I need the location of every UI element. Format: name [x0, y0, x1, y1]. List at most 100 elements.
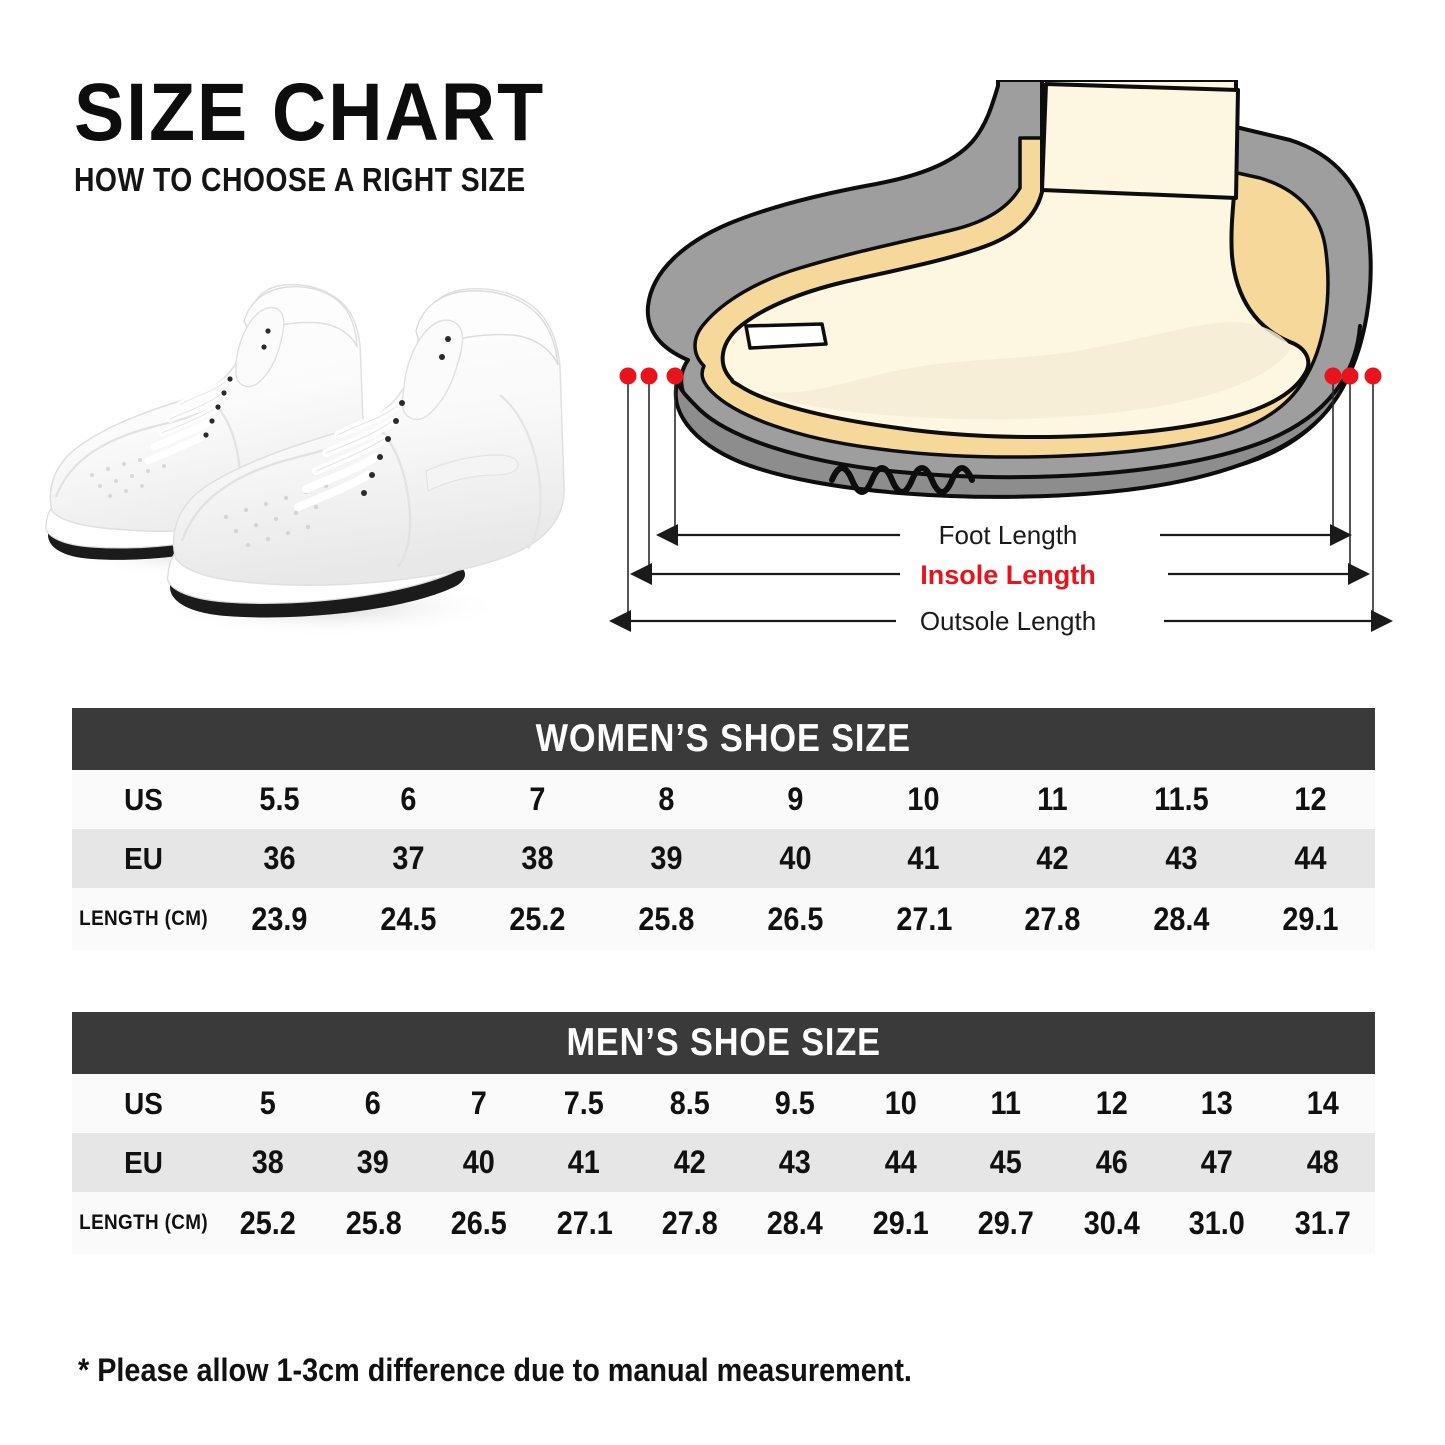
cell-eu-6: 44	[884, 1144, 917, 1180]
cell-eu-7: 43	[1165, 840, 1198, 876]
cell-eu-1: 39	[357, 1144, 390, 1180]
leg-section	[1040, 82, 1240, 200]
right-shoe-heel-seam	[499, 394, 542, 550]
right-shoe-tongue	[401, 319, 464, 421]
sole-tread-zigzag	[829, 465, 975, 495]
cell-us-0: 5.5	[259, 781, 300, 817]
table-row: US 5 6 7 7.5 8.5 9.5 10 11 12 13 14	[72, 1074, 1375, 1133]
womens-size-table: WOMEN’S SHOE SIZE US 5.5 6 7 8 9 10 11 1…	[72, 708, 1375, 950]
sneaker-right	[166, 287, 565, 618]
cell-length-2: 25.2	[509, 900, 566, 937]
table-row: US 5.5 6 7 8 9 10 11 11.5 12	[72, 770, 1375, 829]
right-shoe-side-panel	[425, 454, 519, 492]
foot-arch-shading	[760, 322, 1292, 420]
cell-us-6: 11	[1037, 781, 1069, 817]
foot-length-label: Foot Length	[939, 520, 1078, 550]
row-label-eu: EU	[124, 840, 163, 876]
shoe-outsole	[673, 324, 1362, 499]
measurement-points	[619, 367, 1382, 385]
row-label-us: US	[124, 781, 163, 817]
cell-us-3: 8	[658, 781, 675, 817]
cell-eu-8: 46	[1095, 1144, 1128, 1180]
cell-eu-3: 41	[568, 1144, 601, 1180]
cell-us-2: 7	[470, 1085, 487, 1121]
right-shoe-panel-seam	[379, 428, 412, 568]
left-shoe-collar	[243, 285, 358, 348]
row-label-eu: EU	[124, 1144, 163, 1180]
cell-length-8: 30.4	[1083, 1204, 1140, 1241]
cell-length-7: 29.7	[977, 1204, 1035, 1241]
cell-length-0: 25.2	[239, 1204, 296, 1241]
page-title: SIZE CHART	[74, 67, 546, 158]
row-label-length: LENGTH (CM)	[79, 1211, 209, 1234]
cell-us-9: 13	[1200, 1085, 1233, 1121]
page-subtitle: HOW TO CHOOSE A RIGHT SIZE	[74, 160, 526, 198]
cell-us-1: 6	[365, 1085, 382, 1121]
outsole-length-dimension: Outsole Length	[609, 606, 1393, 636]
table-row: EU 36 37 38 39 40 41 42 43 44	[72, 829, 1375, 888]
right-shoe-collar	[415, 290, 559, 366]
cell-eu-0: 36	[263, 840, 296, 876]
cell-us-5: 9.5	[774, 1085, 816, 1121]
right-shoe-lace-outline	[315, 404, 399, 472]
cell-us-3: 7.5	[564, 1085, 605, 1121]
cell-eu-4: 42	[673, 1144, 706, 1180]
cell-eu-8: 44	[1294, 840, 1327, 876]
mens-table-header: MEN’S SHOE SIZE	[72, 1012, 1375, 1074]
cell-us-5: 10	[907, 781, 940, 817]
table-row: LENGTH (CM) 25.2 25.8 26.5 27.1 27.8 28.…	[72, 1192, 1375, 1254]
insole-length-label: Insole Length	[920, 560, 1096, 590]
cell-length-5: 28.4	[767, 1204, 824, 1241]
measurement-footnote: * Please allow 1-3cm difference due to m…	[78, 1352, 912, 1388]
mens-table-title: MEN’S SHOE SIZE	[566, 1021, 881, 1064]
right-shoe-eyelets	[361, 336, 451, 496]
cell-eu-1: 37	[392, 840, 425, 876]
cell-us-7: 11.5	[1154, 781, 1209, 817]
cell-us-4: 8.5	[669, 1085, 710, 1121]
cell-length-4: 26.5	[767, 900, 824, 937]
womens-table-header: WOMEN’S SHOE SIZE	[72, 708, 1375, 770]
cell-length-1: 24.5	[380, 900, 437, 937]
left-shoe-lace-outline	[161, 380, 227, 434]
cell-length-6: 27.8	[1024, 900, 1081, 937]
cell-us-4: 9	[786, 781, 804, 817]
cell-length-3: 27.1	[556, 1204, 613, 1241]
measurement-diagram: Foot Length Insole Length Outsole Length	[600, 78, 1415, 650]
cell-us-8: 12	[1095, 1085, 1128, 1121]
cell-eu-2: 40	[462, 1144, 495, 1180]
cell-us-0: 5	[259, 1085, 276, 1121]
cell-length-6: 29.1	[872, 1204, 929, 1241]
cell-length-1: 25.8	[345, 1204, 402, 1241]
cell-eu-3: 39	[650, 840, 683, 876]
cell-eu-0: 38	[251, 1144, 284, 1180]
product-photo	[30, 235, 575, 637]
outsole-length-label: Outsole Length	[920, 606, 1096, 636]
row-label-length: LENGTH (CM)	[79, 907, 209, 930]
left-shoe-tongue	[235, 306, 285, 388]
cell-length-10: 31.7	[1294, 1204, 1351, 1241]
cell-us-6: 10	[884, 1085, 917, 1121]
cell-length-7: 28.4	[1153, 900, 1210, 937]
toenail	[744, 322, 828, 350]
insole-length-dimension: Insole Length	[630, 560, 1370, 590]
cell-eu-10: 48	[1306, 1144, 1339, 1180]
cell-eu-2: 38	[521, 840, 554, 876]
table-row: EU 38 39 40 41 42 43 44 45 46 47 48	[72, 1133, 1375, 1192]
cell-eu-6: 42	[1036, 840, 1069, 876]
cell-length-5: 27.1	[895, 900, 952, 937]
cell-us-7: 11	[990, 1085, 1022, 1121]
cell-length-3: 25.8	[638, 900, 695, 937]
measurement-guide-lines	[627, 376, 1374, 626]
cell-length-9: 31.0	[1188, 1204, 1245, 1241]
cell-us-8: 12	[1294, 781, 1327, 817]
cell-length-0: 23.9	[251, 900, 308, 937]
cell-us-2: 7	[529, 781, 546, 817]
foot-length-dimension: Foot Length	[656, 520, 1352, 550]
title-block: SIZE CHART HOW TO CHOOSE A RIGHT SIZE	[74, 67, 634, 199]
cell-length-2: 26.5	[450, 1204, 507, 1241]
cell-eu-5: 41	[907, 840, 940, 876]
table-row: LENGTH (CM) 23.9 24.5 25.2 25.8 26.5 27.…	[72, 888, 1375, 950]
cell-length-4: 27.8	[661, 1204, 718, 1241]
row-label-us: US	[124, 1085, 163, 1121]
